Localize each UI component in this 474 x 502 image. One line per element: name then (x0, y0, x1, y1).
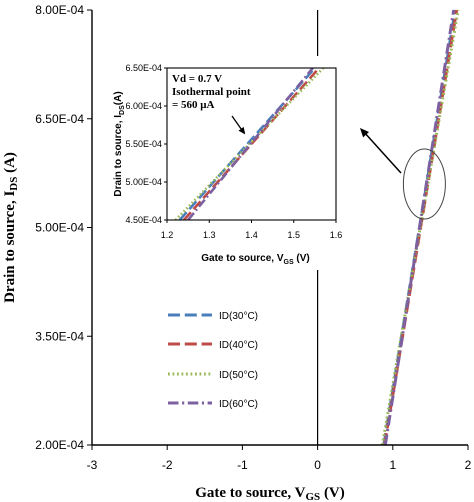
inset-plot: 4.50E-04 5.00E-04 5.50E-04 6.00E-04 6.50E-04… (106, 56, 349, 270)
inset-background (106, 56, 349, 270)
legend-label: ID(50°C) (219, 370, 258, 381)
inset-series-group (174, 68, 325, 220)
annotation-arrow-head (238, 126, 246, 135)
x-tick-label: -3 (87, 458, 98, 472)
x-tick-label: -1 (237, 458, 248, 472)
inset-y-tick-label: 6.00E-04 (125, 101, 162, 111)
main-plot: 2.00E-04 3.50E-04 5.00E-04 6.50E-04 8.00E-04… (2, 3, 472, 502)
inset-series-line-3 (174, 68, 325, 220)
inset-x-tick-label: 1.3 (203, 230, 216, 240)
inset-annotation-line: Isothermal point (172, 86, 251, 98)
zoom-arrow-head (360, 128, 370, 138)
inset-y-axis-title: Drain to source, IDS(A) (113, 91, 126, 196)
inset-x-tick-label: 1.2 (161, 230, 174, 240)
zoom-arrow-line (363, 131, 402, 174)
x-axis-title: Gate to source, VGS (V) (195, 485, 345, 502)
inset-series-line-4 (187, 68, 314, 220)
legend-label: ID(30°C) (219, 311, 258, 322)
y-tick-label: 8.00E-04 (35, 3, 84, 17)
inset-x-tick-label: 1.4 (245, 230, 258, 240)
inset-y-tick-label: 5.50E-04 (125, 139, 162, 149)
inset-series-line-1 (178, 68, 316, 220)
y-tick-label: 3.50E-04 (35, 329, 84, 343)
x-tick-label: 2 (465, 458, 472, 472)
y-tick-label: 2.00E-04 (35, 438, 84, 452)
legend: ID(30°C) ID(40°C) ID(50°C) ID(60°C) (168, 311, 258, 410)
inset-x-tick-label: 1.5 (287, 230, 300, 240)
legend-label: ID(40°C) (219, 340, 258, 351)
legend-label: ID(60°C) (219, 399, 258, 410)
inset-annotation-line: = 560 μA (172, 99, 215, 111)
inset-y-tick-label: 5.00E-04 (125, 177, 162, 187)
callout (360, 128, 446, 220)
y-axis-title: Drain to source, IDS (A) (2, 152, 20, 303)
x-tick-label: -2 (162, 458, 173, 472)
y-tick-label: 6.50E-04 (35, 112, 84, 126)
inset-x-axis-title: Gate to source, VGS (V) (201, 253, 309, 266)
main-series-line-4 (383, 9, 456, 446)
x-tick-label: 1 (389, 458, 396, 472)
y-tick-label: 5.00E-04 (35, 221, 84, 235)
zoom-region-ellipse (402, 148, 446, 220)
inset-series-line-2 (182, 68, 321, 220)
inset-x-tick-label: 1.6 (330, 230, 343, 240)
inset-y-tick-label: 6.50E-04 (125, 63, 162, 73)
inset-annotation-line: Vd = 0.7 V (172, 73, 222, 85)
x-tick-label: 0 (314, 458, 321, 472)
inset-y-tick-label: 4.50E-04 (125, 215, 162, 225)
